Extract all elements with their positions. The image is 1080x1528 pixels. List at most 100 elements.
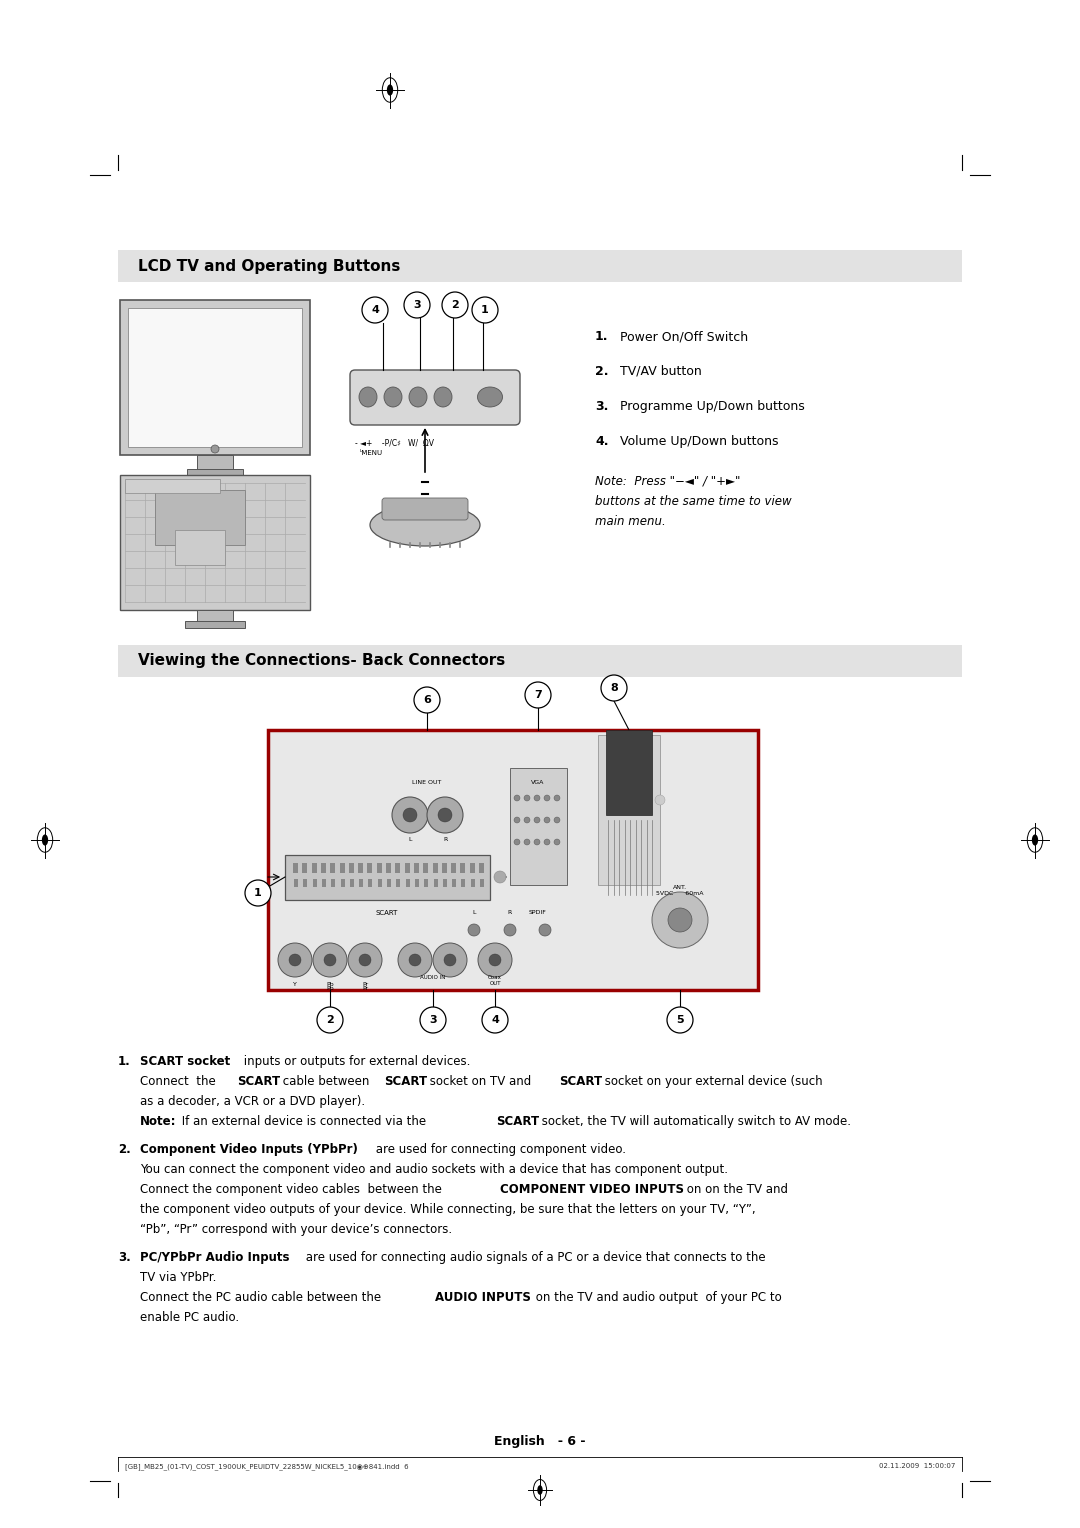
Circle shape [534,817,540,824]
FancyBboxPatch shape [302,863,308,872]
Text: are used for connecting component video.: are used for connecting component video. [372,1143,626,1157]
Text: 7: 7 [535,691,542,700]
FancyBboxPatch shape [451,863,456,872]
Circle shape [667,1007,693,1033]
FancyBboxPatch shape [303,879,308,886]
Circle shape [211,445,219,452]
Circle shape [652,892,708,947]
Text: You can connect the component video and audio sockets with a device that has com: You can connect the component video and … [140,1163,728,1177]
Ellipse shape [534,1479,546,1500]
Circle shape [472,296,498,322]
Circle shape [554,817,561,824]
Circle shape [420,1007,446,1033]
FancyBboxPatch shape [120,299,310,455]
Text: 4: 4 [491,1015,499,1025]
FancyBboxPatch shape [387,879,391,886]
Text: Pb: Pb [326,986,334,992]
Text: socket, the TV will automatically switch to AV mode.: socket, the TV will automatically switch… [538,1115,851,1128]
FancyBboxPatch shape [359,879,363,886]
FancyBboxPatch shape [378,879,381,886]
Circle shape [504,924,516,937]
FancyBboxPatch shape [350,879,354,886]
Text: 02.11.2009  15:00:07: 02.11.2009 15:00:07 [879,1462,955,1468]
Text: English   - 6 -: English - 6 - [495,1435,585,1449]
Circle shape [544,817,550,824]
Text: 5: 5 [676,1015,684,1025]
FancyBboxPatch shape [293,863,298,872]
FancyBboxPatch shape [197,610,233,622]
Text: PC/YPbPr Audio Inputs: PC/YPbPr Audio Inputs [140,1251,289,1264]
Ellipse shape [538,1485,543,1494]
FancyBboxPatch shape [175,530,225,565]
Text: L: L [408,837,411,842]
Circle shape [524,817,530,824]
Circle shape [438,808,453,822]
FancyBboxPatch shape [294,879,298,886]
Text: Connect the PC audio cable between the: Connect the PC audio cable between the [140,1291,384,1303]
FancyBboxPatch shape [340,879,345,886]
Text: Pr: Pr [362,983,368,987]
Text: 3.: 3. [595,400,608,413]
FancyBboxPatch shape [415,879,419,886]
Ellipse shape [382,78,397,102]
Text: 1.: 1. [595,330,608,342]
Circle shape [544,795,550,801]
Circle shape [392,798,428,833]
Ellipse shape [387,84,393,96]
Circle shape [324,953,336,966]
Circle shape [289,953,301,966]
Circle shape [554,795,561,801]
FancyBboxPatch shape [349,863,354,872]
FancyBboxPatch shape [406,879,409,886]
Circle shape [539,924,551,937]
FancyBboxPatch shape [386,863,391,872]
Circle shape [544,839,550,845]
Ellipse shape [370,504,480,545]
FancyBboxPatch shape [330,863,335,872]
Text: ANT.
5VDC      60mA: ANT. 5VDC 60mA [657,885,704,897]
FancyBboxPatch shape [187,469,243,475]
Text: enable PC audio.: enable PC audio. [140,1311,239,1323]
FancyBboxPatch shape [332,879,335,886]
Circle shape [524,795,530,801]
Text: on the TV and audio output  of your PC to: on the TV and audio output of your PC to [532,1291,782,1303]
Text: SPDIF: SPDIF [529,911,546,915]
Text: If an external device is connected via the: If an external device is connected via t… [178,1115,430,1128]
FancyBboxPatch shape [606,730,652,814]
Ellipse shape [359,387,377,406]
Text: ᴸMENU: ᴸMENU [360,451,383,455]
Circle shape [534,839,540,845]
FancyBboxPatch shape [395,863,401,872]
FancyBboxPatch shape [453,879,456,886]
FancyBboxPatch shape [414,863,419,872]
Circle shape [554,839,561,845]
Text: SCART: SCART [559,1076,603,1088]
FancyBboxPatch shape [423,863,428,872]
Text: R: R [443,837,447,842]
FancyBboxPatch shape [268,730,758,990]
Text: R: R [508,911,512,915]
FancyBboxPatch shape [125,478,220,494]
Text: Pb: Pb [326,983,334,987]
Ellipse shape [434,387,453,406]
Circle shape [444,953,456,966]
Text: buttons at the same time to view: buttons at the same time to view [595,495,792,507]
FancyBboxPatch shape [382,498,468,520]
Circle shape [427,798,463,833]
Text: Note:  Press "−◄" / "+►": Note: Press "−◄" / "+►" [595,475,741,487]
Circle shape [399,943,432,976]
Text: 4.: 4. [595,435,608,448]
Text: inputs or outputs for external devices.: inputs or outputs for external devices. [240,1054,471,1068]
Text: as a decoder, a VCR or a DVD player).: as a decoder, a VCR or a DVD player). [140,1096,365,1108]
Text: 1.: 1. [118,1054,131,1068]
Circle shape [278,943,312,976]
FancyBboxPatch shape [432,863,437,872]
Text: Coax
OUT: Coax OUT [488,975,502,986]
FancyBboxPatch shape [510,769,567,885]
FancyBboxPatch shape [322,879,326,886]
Text: Power On/Off Switch: Power On/Off Switch [620,330,748,342]
Ellipse shape [477,387,502,406]
FancyBboxPatch shape [156,490,245,545]
Circle shape [318,1007,343,1033]
FancyBboxPatch shape [129,309,302,448]
